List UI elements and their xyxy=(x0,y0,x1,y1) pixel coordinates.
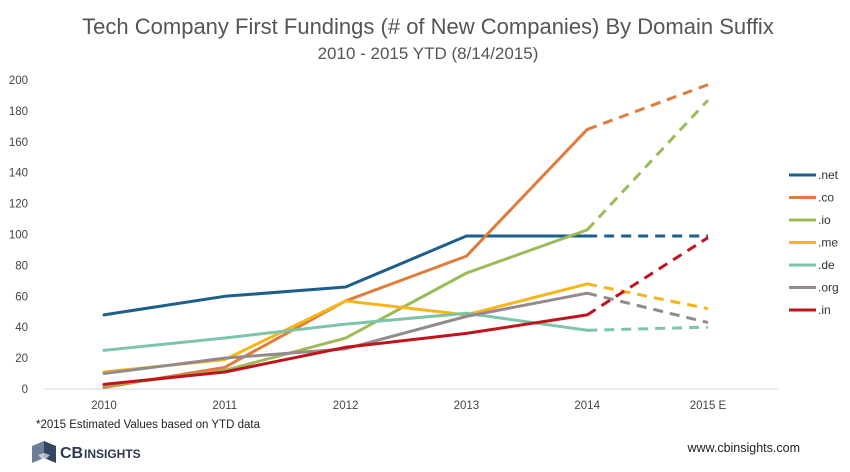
legend-label-co: .co xyxy=(818,191,834,205)
y-tick-label: 80 xyxy=(15,260,28,272)
y-tick-label: 200 xyxy=(9,75,28,87)
legend: .net .co .io .me .de .org .in xyxy=(789,168,839,317)
y-tick-label: 120 xyxy=(9,199,28,211)
x-axis: 2010 2011 2012 2013 2014 2015 E xyxy=(91,400,726,412)
logo-prefix: CB xyxy=(60,445,83,462)
y-tick-label: 20 xyxy=(15,353,28,365)
x-tick-label: 2011 xyxy=(212,400,237,412)
series-estimate-co xyxy=(586,83,709,131)
chart-subtitle: 2010 - 2015 YTD (8/14/2015) xyxy=(318,44,539,63)
x-tick-label: 2010 xyxy=(91,400,117,412)
x-tick-label: 2012 xyxy=(333,400,359,412)
x-tick-label: 2015 E xyxy=(690,400,727,412)
series-lines xyxy=(102,83,710,389)
y-axis: 0 20 40 60 80 100 120 140 160 180 200 xyxy=(9,75,28,396)
cb-insights-logo: CB INSIGHTS xyxy=(32,441,141,463)
y-tick-label: 140 xyxy=(9,168,28,180)
y-tick-label: 0 xyxy=(22,384,28,396)
source-url[interactable]: www.cbinsights.com xyxy=(686,441,800,455)
series-line-in xyxy=(102,313,589,386)
y-tick-label: 60 xyxy=(15,291,28,303)
legend-label-net: .net xyxy=(818,168,839,182)
legend-label-in: .in xyxy=(818,303,831,317)
legend-label-me: .me xyxy=(818,236,838,250)
footnote: *2015 Estimated Values based on YTD data xyxy=(36,419,261,431)
y-tick-label: 160 xyxy=(9,137,28,149)
series-line-org xyxy=(102,291,589,376)
x-tick-label: 2013 xyxy=(454,400,480,412)
y-tick-label: 180 xyxy=(9,106,28,118)
x-tick-label: 2014 xyxy=(574,400,600,412)
legend-label-org: .org xyxy=(818,281,839,295)
legend-label-io: .io xyxy=(818,213,831,227)
y-tick-label: 100 xyxy=(9,230,28,242)
series-line-net xyxy=(102,234,589,317)
series-estimate-io xyxy=(586,99,710,231)
chart-title: Tech Company First Fundings (# of New Co… xyxy=(82,14,774,39)
series-line-de xyxy=(102,311,589,352)
series-estimate-org xyxy=(586,291,709,325)
logo-mark-icon xyxy=(32,441,56,463)
series-line-me xyxy=(102,282,589,374)
series-estimate-in xyxy=(586,236,709,317)
y-tick-label: 40 xyxy=(15,322,28,334)
legend-label-de: .de xyxy=(818,258,835,272)
logo-suffix: INSIGHTS xyxy=(84,447,141,461)
series-estimate-me xyxy=(586,282,709,311)
series-estimate-de xyxy=(587,325,709,332)
